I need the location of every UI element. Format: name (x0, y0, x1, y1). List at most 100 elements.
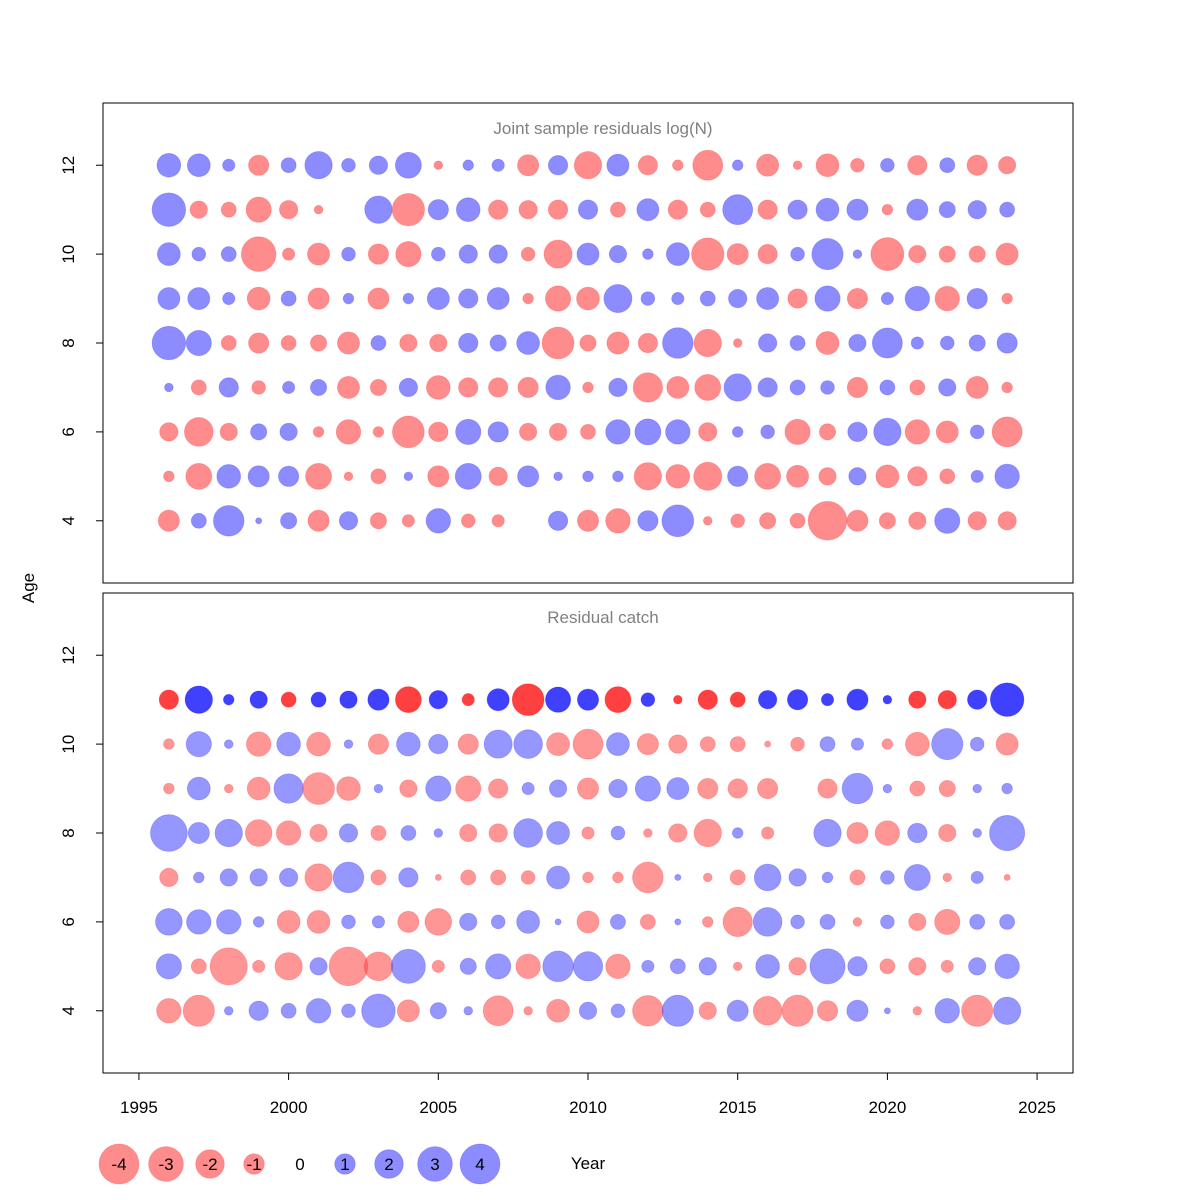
panel1-bubble (754, 462, 782, 490)
panel1-bubble (369, 512, 387, 530)
panel2-bubble (610, 1003, 626, 1019)
panel1-bubble (576, 242, 600, 266)
panel1-bubble (703, 516, 713, 526)
panel-joint-sample-residuals: Joint sample residuals log(N) 4 6 8 10 12 (59, 102, 1074, 584)
panel2-bubble (938, 780, 956, 798)
legend-bubble (243, 1153, 265, 1175)
panel1-bubble (157, 509, 180, 532)
panel2-bubble (488, 778, 509, 799)
panel1-bubble (220, 246, 237, 263)
x-tick-label: 2020 (868, 1098, 906, 1117)
panel1-bubble (846, 288, 868, 310)
panel2-bubble (788, 868, 807, 887)
legend-label: -3 (158, 1155, 173, 1174)
panel1-bubble (661, 504, 695, 538)
panel2-bubble (459, 823, 478, 843)
panel2-bubble (520, 870, 536, 885)
panel1-bubble (693, 461, 723, 491)
panel1-bubble (278, 465, 300, 487)
panel2-bubble (1001, 782, 1013, 795)
panel2-bubble (252, 959, 266, 973)
x-tick-label: 2000 (270, 1098, 308, 1117)
panel2-bubble (488, 823, 508, 843)
panel2-bubble (193, 871, 205, 884)
panel2-bubble (425, 775, 452, 802)
panel2-y-tick-label: 8 (59, 828, 78, 837)
panel1-bubble (342, 292, 355, 305)
panel2-bubble (819, 913, 836, 930)
panel2-bubble (343, 739, 354, 749)
panel2-bubble (461, 693, 475, 707)
panel1-bubble (157, 242, 181, 266)
panel1-bubble (245, 196, 272, 223)
panel1-bubble (908, 511, 927, 530)
panel2-bubble (961, 994, 994, 1027)
panel1-bubble (310, 378, 328, 396)
panel1-bubble (634, 418, 662, 446)
panel2-bubble (632, 861, 664, 894)
panel2-y-tick-label: 12 (59, 646, 78, 665)
panel1-bubble (313, 204, 324, 215)
panel2-bubble (636, 733, 659, 756)
panel1-bubble (662, 327, 694, 359)
panel1-bubble (632, 372, 663, 403)
panel1-bubble (790, 246, 805, 262)
panel1-bubble (699, 201, 716, 218)
panel2-bubble (302, 772, 335, 805)
panel1-bubble (517, 376, 539, 398)
panel1-bubble (573, 151, 603, 180)
legend-label: 1 (340, 1155, 349, 1174)
panel2-bubble (577, 777, 600, 800)
panel2-bubble (787, 689, 809, 711)
panel2-bubble (940, 959, 954, 973)
panel1-bubble (606, 331, 630, 355)
panel2-bubble (970, 870, 984, 884)
panel1-bubble (157, 287, 181, 310)
panel2-bubble (849, 869, 866, 886)
panel1-bubble (699, 290, 716, 307)
panel2-bubble (967, 689, 988, 710)
panel2-y-axis: 4 6 8 10 12 (59, 646, 103, 1016)
legend-label: 4 (475, 1155, 484, 1174)
panel1-bubble (488, 466, 508, 486)
panel1-bubble (731, 159, 744, 171)
panel2-bubble (339, 690, 358, 709)
panel2-bubble (490, 869, 507, 886)
panel1-bubble (341, 157, 356, 173)
panel2-bubble (248, 1000, 269, 1021)
panel2-bubble (224, 783, 234, 794)
panel2-bubble (699, 736, 716, 753)
panel1-bubble (280, 290, 297, 307)
panel1-bubble (394, 151, 422, 179)
panel1-bubble (637, 332, 658, 354)
panel2-bubble (722, 906, 753, 937)
panel2-y-tick-label: 4 (59, 1006, 78, 1015)
panel1-bubble (847, 421, 868, 442)
panel2-bubble (703, 872, 713, 883)
panel1-bubble (881, 203, 894, 216)
x-axis-label: Year (571, 1154, 606, 1173)
panel1-bubble (433, 160, 444, 170)
panel2-bubble (610, 825, 626, 841)
panel1-bubble (757, 377, 778, 398)
panel1-bubble (605, 419, 631, 445)
panel2-bubble (698, 1001, 717, 1020)
panel1-bubble (998, 156, 1017, 175)
panel2-bubble (546, 821, 570, 845)
panel1-bubble (968, 334, 986, 352)
panel1-bubble (213, 505, 245, 537)
panel1-bubble (850, 157, 865, 173)
panel2-bubble (328, 946, 369, 987)
panel1-bubble (970, 469, 984, 483)
panel1-bubble (608, 245, 627, 264)
panel2-bubble (341, 1003, 356, 1019)
panel1-bubble (458, 332, 479, 354)
panel2-bubble (542, 950, 574, 983)
panel2-bubble (813, 818, 842, 848)
panel1-bubble (425, 508, 451, 534)
panel2-bubble (513, 729, 543, 759)
panel2-bubble (341, 914, 356, 930)
panel1-bubble (248, 154, 270, 176)
panel1-bubble (156, 152, 182, 178)
panel1-bubble (255, 517, 263, 525)
